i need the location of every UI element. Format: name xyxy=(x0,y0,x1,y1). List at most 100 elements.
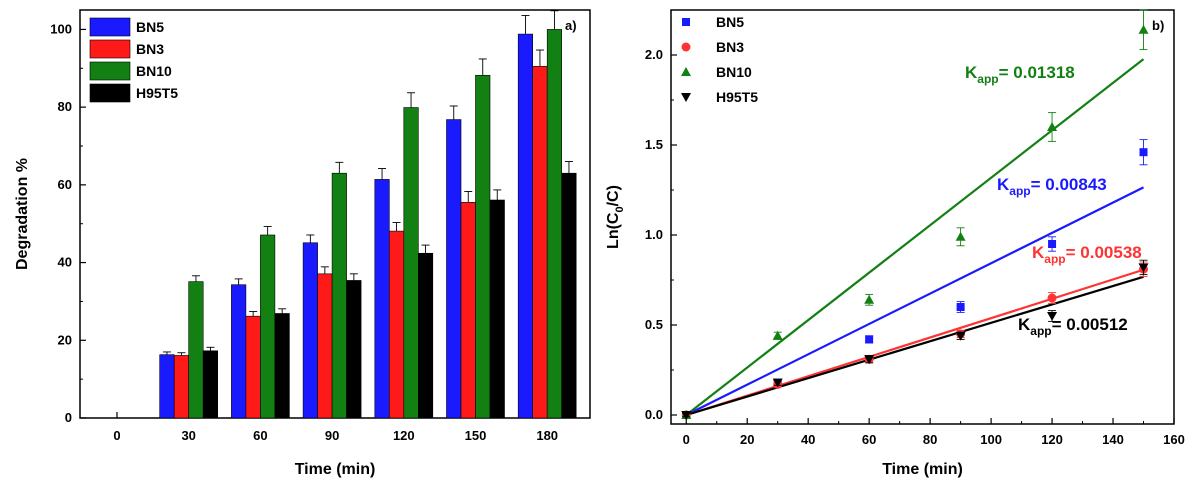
kapp-subscript: app xyxy=(1009,184,1030,198)
legend-label: H95T5 xyxy=(136,85,178,101)
bar-bn5 xyxy=(374,179,390,419)
bar-h95t5 xyxy=(274,313,290,419)
y-tick-label: 2.0 xyxy=(645,47,663,62)
data-point-bn10 xyxy=(1047,122,1058,131)
kapp-subscript: app xyxy=(1044,252,1065,266)
y-tick-label: 100 xyxy=(50,21,72,36)
y-tick-label: 40 xyxy=(58,255,72,270)
x-tick-label: 180 xyxy=(536,428,558,443)
x-tick-label: 100 xyxy=(980,432,1002,447)
legend-label: BN10 xyxy=(716,64,752,80)
x-tick-label: 40 xyxy=(801,432,815,447)
data-point-h95t5 xyxy=(864,355,875,365)
x-tick-label: 0 xyxy=(113,428,120,443)
y-tick-label: 0.0 xyxy=(645,407,663,422)
panel-label: b) xyxy=(1152,18,1164,33)
bar-bn5 xyxy=(302,242,318,419)
kapp-value: = 0.00843 xyxy=(1031,175,1107,194)
legend-label: BN3 xyxy=(136,41,164,57)
x-tick-label: 150 xyxy=(465,428,487,443)
legend-label: BN3 xyxy=(716,39,744,55)
bar-bn10 xyxy=(403,107,419,419)
bar-bn10 xyxy=(260,234,276,419)
data-point-bn10 xyxy=(864,294,875,304)
y-tick-label: 80 xyxy=(58,99,72,114)
bar-bn3 xyxy=(245,315,261,419)
legend-swatch-bn10 xyxy=(89,61,131,81)
legend-label: BN5 xyxy=(716,14,744,30)
data-point-h95t5 xyxy=(772,378,783,388)
bar-h95t5 xyxy=(489,199,505,419)
x-tick-label: 30 xyxy=(181,428,195,443)
data-point-bn5 xyxy=(956,303,965,311)
bar-h95t5 xyxy=(202,350,218,419)
bar-h95t5 xyxy=(417,252,434,419)
legend-marker-bn5 xyxy=(682,18,690,26)
data-point-bn3 xyxy=(1047,293,1057,303)
bar-bn5 xyxy=(517,33,534,419)
data-point-bn10 xyxy=(772,330,783,340)
bar-h95t5 xyxy=(346,280,362,419)
kapp-value: = 0.00538 xyxy=(1066,243,1142,262)
fit-line-bn10 xyxy=(685,58,1145,416)
x-tick-label: 0 xyxy=(683,432,690,447)
legend-label: BN5 xyxy=(136,19,164,35)
panel-label: a) xyxy=(565,18,577,33)
y-axis-title: Ln(C0/C) xyxy=(605,185,626,249)
y-axis-title-main: Ln(C xyxy=(605,212,622,249)
legend-swatch-h95t5 xyxy=(89,83,131,103)
legend-label: H95T5 xyxy=(716,89,758,105)
bar-bn10 xyxy=(331,172,347,419)
y-tick-label: 1.5 xyxy=(645,137,663,152)
data-point-bn10 xyxy=(1138,24,1149,34)
data-point-h95t5 xyxy=(1138,263,1149,273)
kapp-symbol: K xyxy=(1018,315,1031,334)
fit-line-h95t5 xyxy=(685,275,1144,417)
y-tick-label: 20 xyxy=(58,332,72,347)
bar-bn3 xyxy=(317,273,333,419)
x-tick-label: 60 xyxy=(253,428,267,443)
legend-swatch-bn3 xyxy=(89,39,131,59)
data-point-bn5 xyxy=(1048,240,1057,248)
bar-bn10 xyxy=(546,29,563,419)
kapp-symbol: K xyxy=(997,175,1010,194)
y-tick-label: 0 xyxy=(65,410,72,425)
data-point-h95t5 xyxy=(1047,312,1058,321)
bar-bn3 xyxy=(388,230,405,419)
x-tick-label: 140 xyxy=(1102,432,1124,447)
x-tick-label: 20 xyxy=(740,432,754,447)
bar-h95t5 xyxy=(561,172,577,419)
kinetics-chart-panel: 0 20 40 60 80 100 120 140 160 0.0 0.5 1.0 1.5 2.0 Kapp… xyxy=(605,9,1185,478)
bar-bn3 xyxy=(532,66,548,419)
kapp-annotation-bn10: Kapp= 0.01318 xyxy=(965,63,1075,86)
legend-marker-h95t5 xyxy=(681,93,691,102)
bar-bn5 xyxy=(446,119,462,419)
x-tick-label: 160 xyxy=(1163,432,1185,447)
kapp-value: = 0.01318 xyxy=(999,63,1075,82)
bar-bn5 xyxy=(159,354,175,419)
bar-bn10 xyxy=(475,74,491,419)
kapp-value: = 0.00512 xyxy=(1052,315,1128,334)
y-tick-label: 0.5 xyxy=(645,317,663,332)
x-axis-title: Time (min) xyxy=(295,461,376,478)
y-axis-title: Degradation % xyxy=(14,158,31,270)
kapp-symbol: K xyxy=(965,63,978,82)
legend-swatch-bn5 xyxy=(89,17,131,37)
fit-line-bn5 xyxy=(685,186,1145,416)
kapp-annotation-bn5: Kapp= 0.00843 xyxy=(997,175,1107,198)
y-tick-label: 60 xyxy=(58,177,72,192)
data-point-bn5 xyxy=(1139,148,1148,157)
kapp-symbol: K xyxy=(1032,243,1045,262)
bar-bn5 xyxy=(231,284,247,419)
bar-bn10 xyxy=(188,281,204,419)
x-axis-title: Time (min) xyxy=(882,461,963,478)
bar-bn3 xyxy=(173,355,189,419)
y-axis-title-subscript: 0 xyxy=(614,206,626,212)
bar-bn3 xyxy=(460,202,476,419)
kapp-subscript: app xyxy=(977,72,998,86)
legend-marker-bn3 xyxy=(681,42,691,52)
kapp-subscript: app xyxy=(1030,324,1051,338)
legend-label: BN10 xyxy=(136,63,172,79)
x-tick-label: 90 xyxy=(325,428,339,443)
